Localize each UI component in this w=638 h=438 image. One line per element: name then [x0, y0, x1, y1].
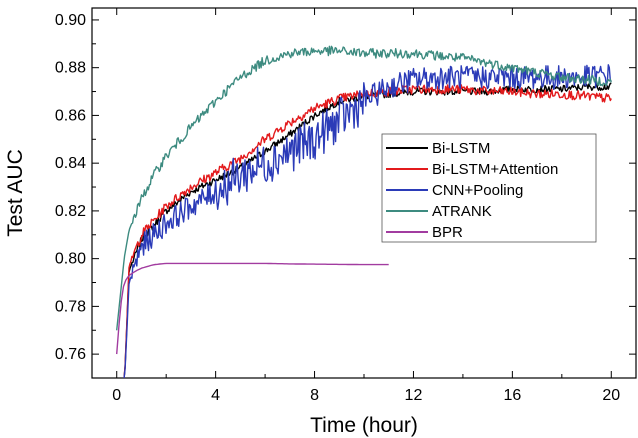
legend-label: Bi-LSTM+Attention — [432, 161, 558, 178]
x-tick-label: 4 — [211, 387, 220, 404]
series-line-0 — [123, 82, 612, 379]
legend-label: Bi-LSTM — [432, 140, 490, 157]
series-line-1 — [123, 83, 612, 379]
legend-label: CNN+Pooling — [432, 182, 523, 199]
x-tick-label: 12 — [405, 387, 423, 404]
x-tick-label: 0 — [112, 387, 121, 404]
y-axis: 0.76 0.78 0.80 0.82 0.84 0.86 0.88 0.90 — [55, 12, 636, 363]
series-line-4 — [116, 262, 389, 355]
series-line-2 — [123, 64, 612, 379]
y-tick-label: 0.84 — [55, 155, 86, 172]
x-axis-title: Time (hour) — [310, 414, 418, 437]
x-tick-label: 20 — [602, 387, 620, 404]
x-tick-label: 16 — [503, 387, 521, 404]
y-tick-label: 0.90 — [55, 12, 86, 29]
y-tick-label: 0.82 — [55, 203, 86, 220]
legend: Bi-LSTM Bi-LSTM+Attention CNN+Pooling ATRAN… — [381, 133, 597, 243]
y-axis-title: Test AUC — [4, 149, 27, 237]
series-line-3 — [116, 45, 612, 331]
legend-label: ATRANK — [432, 203, 492, 220]
y-tick-label: 0.86 — [55, 107, 86, 124]
y-tick-label: 0.78 — [55, 298, 86, 315]
y-tick-label: 0.76 — [55, 346, 86, 363]
legend-box — [381, 133, 597, 243]
x-axis: 0 4 8 12 16 20 — [112, 8, 620, 404]
series-layer — [116, 45, 612, 379]
y-tick-label: 0.88 — [55, 60, 86, 77]
x-tick-label: 8 — [310, 387, 319, 404]
legend-label: BPR — [432, 224, 463, 241]
y-tick-label: 0.80 — [55, 251, 86, 268]
